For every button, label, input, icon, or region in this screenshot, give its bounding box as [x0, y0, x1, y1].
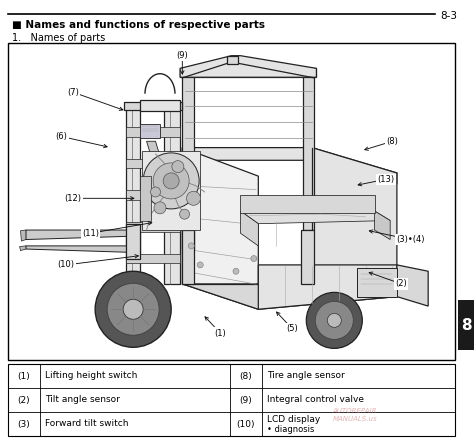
- Polygon shape: [20, 230, 26, 241]
- Polygon shape: [301, 230, 314, 284]
- Polygon shape: [127, 254, 180, 263]
- Polygon shape: [124, 102, 182, 110]
- Polygon shape: [303, 73, 314, 230]
- Text: (3)•(4): (3)•(4): [396, 235, 425, 244]
- Polygon shape: [127, 224, 140, 259]
- Polygon shape: [258, 265, 397, 309]
- Circle shape: [306, 292, 362, 348]
- Text: 8: 8: [461, 317, 471, 332]
- Circle shape: [186, 191, 201, 206]
- Polygon shape: [182, 148, 258, 309]
- Circle shape: [123, 299, 143, 319]
- Polygon shape: [397, 265, 428, 306]
- Circle shape: [95, 271, 171, 347]
- Polygon shape: [146, 141, 176, 208]
- Text: (5): (5): [286, 324, 298, 333]
- Polygon shape: [227, 56, 238, 64]
- Polygon shape: [127, 127, 180, 137]
- Text: (7): (7): [67, 88, 79, 97]
- Polygon shape: [26, 230, 127, 240]
- Text: (3): (3): [18, 419, 30, 428]
- Text: 1.   Names of parts: 1. Names of parts: [12, 33, 105, 43]
- Text: (12): (12): [64, 194, 82, 203]
- Text: Forward tilt switch: Forward tilt switch: [45, 419, 128, 428]
- Polygon shape: [140, 100, 180, 111]
- Text: ■ Names and functions of respective parts: ■ Names and functions of respective part…: [12, 20, 265, 30]
- Text: AUTOREPAIR
MANUALS.us: AUTOREPAIR MANUALS.us: [333, 408, 377, 422]
- Polygon shape: [312, 148, 397, 297]
- Circle shape: [197, 262, 203, 268]
- Polygon shape: [240, 211, 258, 246]
- Polygon shape: [240, 211, 390, 224]
- Polygon shape: [127, 222, 180, 232]
- Circle shape: [107, 283, 159, 335]
- Text: (8): (8): [386, 137, 398, 146]
- Polygon shape: [127, 159, 180, 168]
- Polygon shape: [180, 56, 317, 77]
- Circle shape: [233, 268, 239, 274]
- Text: (10): (10): [58, 260, 74, 270]
- Circle shape: [153, 163, 189, 199]
- Bar: [8, 43, 455, 360]
- Circle shape: [154, 202, 166, 214]
- Circle shape: [180, 209, 190, 219]
- Text: (2): (2): [18, 396, 30, 404]
- Text: (8): (8): [240, 371, 252, 381]
- Circle shape: [328, 313, 341, 328]
- Text: (2): (2): [395, 279, 407, 289]
- Text: (1): (1): [214, 328, 226, 338]
- Polygon shape: [374, 211, 390, 240]
- Polygon shape: [19, 246, 26, 251]
- Polygon shape: [164, 107, 180, 284]
- Text: Tire angle sensor: Tire angle sensor: [267, 371, 345, 381]
- Polygon shape: [26, 246, 127, 252]
- Text: (6): (6): [56, 132, 68, 141]
- Text: (9): (9): [240, 396, 252, 404]
- Polygon shape: [356, 268, 397, 297]
- Circle shape: [172, 160, 184, 173]
- Text: Integral control valve: Integral control valve: [267, 396, 364, 404]
- Text: • diagnosis: • diagnosis: [267, 424, 314, 434]
- Polygon shape: [180, 69, 317, 77]
- Polygon shape: [127, 191, 180, 200]
- Circle shape: [163, 173, 179, 189]
- Bar: [458, 300, 474, 350]
- Polygon shape: [182, 148, 397, 184]
- Circle shape: [315, 301, 353, 339]
- Bar: [8, 364, 455, 436]
- Polygon shape: [182, 284, 397, 309]
- Text: (11): (11): [82, 229, 99, 238]
- Polygon shape: [182, 230, 193, 284]
- Text: Tilt angle sensor: Tilt angle sensor: [45, 396, 120, 404]
- Text: Lifting height switch: Lifting height switch: [45, 371, 137, 381]
- Polygon shape: [142, 151, 200, 230]
- Text: 8-3: 8-3: [440, 11, 457, 21]
- Text: LCD display: LCD display: [267, 415, 320, 424]
- Polygon shape: [140, 176, 151, 221]
- Text: (1): (1): [18, 371, 30, 381]
- Text: (13): (13): [377, 175, 394, 184]
- Circle shape: [143, 153, 199, 209]
- Circle shape: [151, 187, 161, 197]
- Circle shape: [188, 243, 194, 249]
- Polygon shape: [240, 195, 374, 213]
- Polygon shape: [127, 107, 140, 284]
- Circle shape: [251, 255, 257, 262]
- Text: (10): (10): [237, 419, 255, 428]
- Polygon shape: [140, 124, 160, 138]
- Text: (9): (9): [176, 51, 188, 60]
- Polygon shape: [182, 73, 193, 249]
